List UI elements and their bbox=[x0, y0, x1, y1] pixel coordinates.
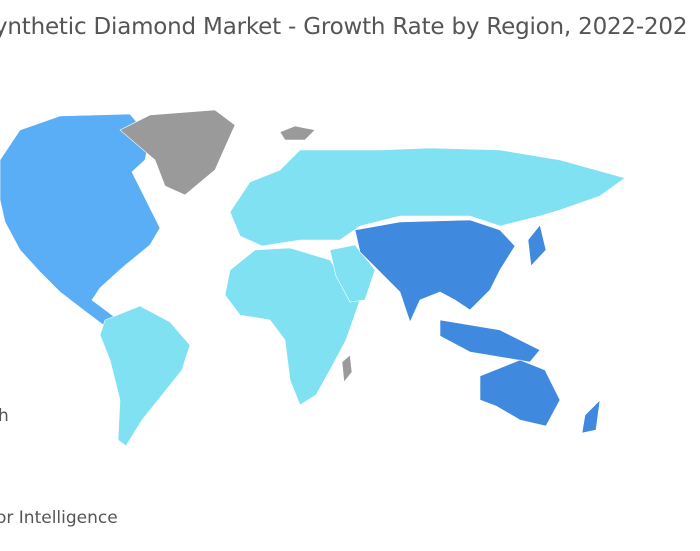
japan bbox=[527, 224, 547, 267]
south-america bbox=[99, 305, 191, 447]
map-title: ynthetic Diamond Market - Growth Rate by… bbox=[0, 14, 688, 40]
madagascar bbox=[341, 354, 353, 383]
source: or Intelligence bbox=[0, 508, 118, 528]
greenland bbox=[119, 109, 236, 196]
middle-east bbox=[329, 244, 376, 303]
iceland bbox=[279, 125, 316, 141]
australia bbox=[479, 359, 561, 427]
europe-russia bbox=[229, 147, 626, 247]
new-zealand bbox=[581, 399, 601, 434]
indonesia bbox=[439, 319, 541, 363]
africa bbox=[224, 247, 361, 406]
north-america bbox=[0, 113, 161, 331]
legend-label: h bbox=[0, 406, 9, 426]
asia bbox=[354, 219, 516, 323]
